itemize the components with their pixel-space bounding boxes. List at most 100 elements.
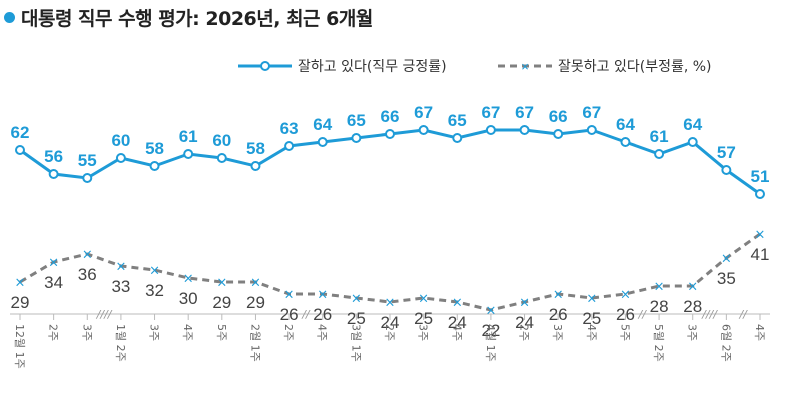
x-tick-label: 5주 <box>618 324 631 341</box>
approve-data-label: 67 <box>582 103 601 122</box>
x-tick-label: 4주 <box>585 324 598 341</box>
disapprove-point: × <box>284 288 295 303</box>
approve-data-label: 67 <box>481 103 500 122</box>
disapprove-data-label: 24 <box>381 313 400 332</box>
disapprove-data-label: 24 <box>515 313 534 332</box>
disapprove-point: × <box>418 292 429 307</box>
approve-point <box>48 169 59 179</box>
approve-point <box>115 153 126 163</box>
disapprove-data-label: 22 <box>481 321 500 340</box>
approve-data-label: 64 <box>313 115 332 134</box>
approve-point <box>317 137 328 147</box>
x-tick-label: 6월 2주 <box>719 324 732 362</box>
legend-disapprove-label: 잘못하고 있다(부정률, %) <box>558 59 712 75</box>
disapprove-data-label: 29 <box>11 293 30 312</box>
disapprove-point: × <box>317 288 328 303</box>
disapprove-data-label: 30 <box>179 289 198 308</box>
approve-data-label: 62 <box>11 123 30 142</box>
disapprove-data-label: 28 <box>650 297 669 316</box>
x-tick-label: 1월 2주 <box>114 324 127 362</box>
approve-data-label: 55 <box>78 151 97 170</box>
disapprove-data-label: 32 <box>145 281 164 300</box>
approve-point <box>216 153 227 163</box>
approve-point <box>452 133 463 143</box>
approve-point <box>553 129 564 139</box>
disapprove-point: × <box>216 276 227 291</box>
x-tick-label: 3주 <box>80 324 93 341</box>
disapprove-series-line <box>19 232 761 312</box>
approve-data-label: 61 <box>650 127 669 146</box>
disapprove-point: × <box>755 228 766 243</box>
approve-data-label: 64 <box>683 115 702 134</box>
approve-data-label: 65 <box>448 111 467 130</box>
legend-approve-label: 잘하고 있다(직무 긍정률) <box>298 59 447 75</box>
approve-data-label: 64 <box>616 115 635 134</box>
disapprove-point: × <box>48 256 59 271</box>
approve-point <box>15 145 25 155</box>
x-tick-label: 3월 1주 <box>349 324 362 362</box>
disapprove-point: × <box>250 276 261 291</box>
disapprove-point: × <box>82 248 93 263</box>
x-tick-label: 3주 <box>148 324 161 341</box>
axis-break-mark: // <box>738 308 748 321</box>
approve-data-label: 66 <box>549 107 568 126</box>
disapprove-point: × <box>385 296 396 311</box>
disapprove-point: × <box>620 288 631 303</box>
approve-data-label: 63 <box>280 119 299 138</box>
x-tick-label: 3주 <box>551 324 564 341</box>
plot-area: 62 56 55 60 58 61 60 58 63 64 65 66 67 65 67 67 66 67 64 61… <box>10 103 770 369</box>
approve-data-label: 67 <box>515 103 534 122</box>
approve-point <box>183 149 194 159</box>
approve-data-label: 51 <box>751 167 770 186</box>
axis-break-mark: //// <box>96 308 113 321</box>
approve-point <box>620 137 631 147</box>
x-tick-label: 2주 <box>47 324 60 341</box>
approve-point <box>149 161 160 171</box>
approve-point <box>687 137 698 147</box>
approve-data-label: 66 <box>381 107 400 126</box>
x-tick-label: 2주 <box>383 324 396 341</box>
x-tick-label: 2월 1주 <box>248 324 261 362</box>
disapprove-point: × <box>183 272 194 287</box>
approve-point <box>721 165 732 175</box>
approve-data-label: 65 <box>347 111 366 130</box>
x-tick-label: 2주 <box>518 324 531 341</box>
approve-data-label: 61 <box>179 127 198 146</box>
approve-point <box>351 133 362 143</box>
disapprove-point: × <box>553 288 564 303</box>
legend-approve-marker <box>260 61 270 71</box>
x-tick-label: 12월 1주 <box>13 324 26 369</box>
approve-point <box>385 129 395 139</box>
approve-data-label: 56 <box>44 147 63 166</box>
approve-data-label: 57 <box>717 143 736 162</box>
chart-title: 대통령 직무 수행 평가: 2026년, 최근 6개월 <box>21 8 373 30</box>
disapprove-data-label: 29 <box>212 293 231 312</box>
disapprove-point: × <box>115 260 126 275</box>
approve-data-label: 58 <box>246 139 265 158</box>
x-tick-label: 4주 <box>316 324 329 341</box>
disapprove-point: × <box>721 252 732 267</box>
disapprove-data-label: 29 <box>246 293 265 312</box>
x-tick-label: 4주 <box>753 324 766 341</box>
chart-legend: 잘하고 있다(직무 긍정률) × 잘못하고 있다(부정률, %) <box>238 59 712 75</box>
x-tick-label: 3주 <box>417 324 430 341</box>
approve-data-label: 67 <box>414 103 433 122</box>
x-tick-label: 5주 <box>215 324 228 341</box>
approve-point <box>284 141 295 151</box>
approve-point <box>418 125 429 135</box>
disapprove-point: × <box>351 292 362 307</box>
legend-disapprove-marker: × <box>521 59 529 74</box>
approve-point <box>586 125 597 135</box>
approve-point <box>755 189 765 199</box>
axis-break-mark: // <box>301 308 311 321</box>
axis-break-mark: //// <box>701 308 718 321</box>
x-tick-label: 4주 <box>450 324 463 341</box>
x-tick-label: 3주 <box>686 324 699 341</box>
disapprove-data-label: 34 <box>44 273 63 292</box>
title-row: 대통령 직무 수행 평가: 2026년, 최근 6개월 <box>4 4 373 31</box>
approve-point <box>250 161 261 171</box>
disapprove-point: × <box>654 280 665 295</box>
approve-point <box>82 173 93 183</box>
disapprove-data-label: 33 <box>111 277 130 296</box>
approve-point <box>654 149 665 159</box>
